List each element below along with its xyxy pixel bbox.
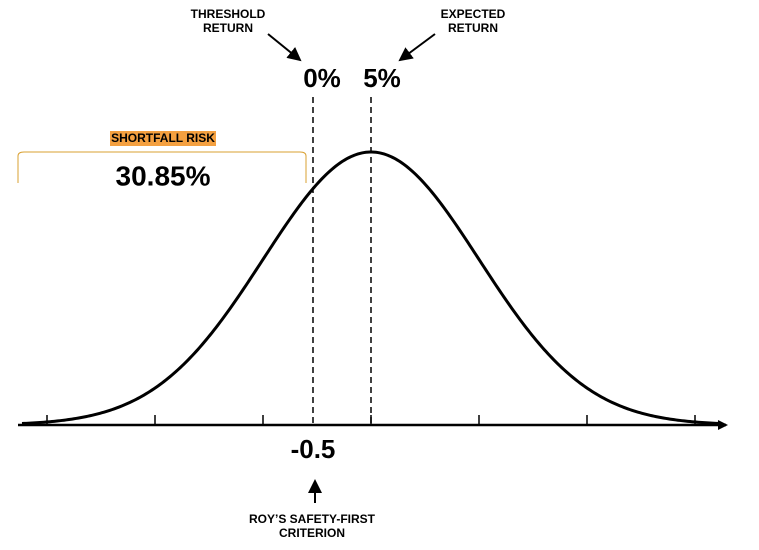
expected-value: 5% (363, 63, 401, 93)
bracket (17, 151, 307, 183)
shortfall-label: SHORTFALL RISK (111, 131, 215, 145)
arrow (267, 33, 302, 62)
label-highlight (110, 131, 216, 146)
threshold-label: THRESHOLD (191, 7, 266, 21)
normal-curve (21, 150, 719, 426)
threshold-label: RETURN (203, 21, 253, 35)
criterion-value: -0.5 (291, 434, 336, 464)
criterion-label: ROY’S SAFETY-FIRST (249, 512, 376, 526)
shortfall-value: 30.85% (116, 160, 211, 191)
expected-label: EXPECTED (441, 7, 506, 21)
arrow (398, 33, 436, 62)
expected-label: RETURN (448, 21, 498, 35)
threshold-value: 0% (303, 63, 341, 93)
criterion-label: CRITERION (279, 526, 345, 540)
